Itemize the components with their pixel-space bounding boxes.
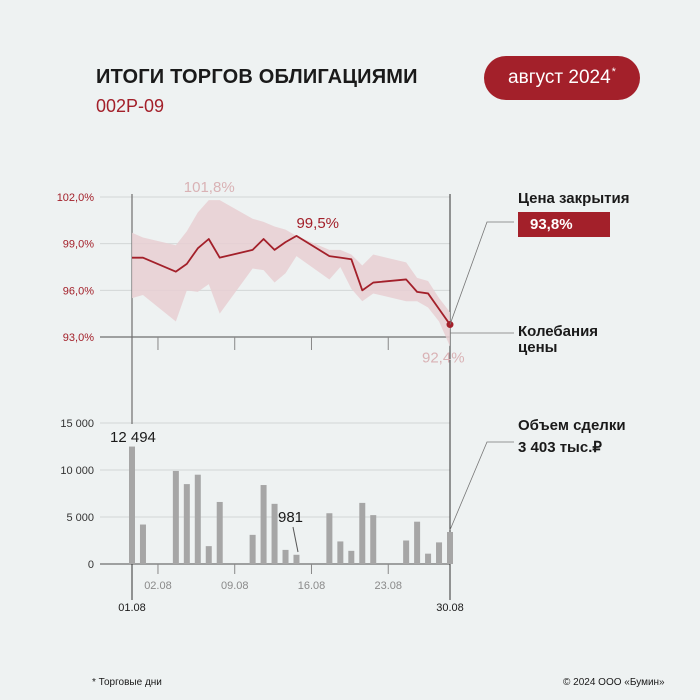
- page-subtitle: 002Р-09: [96, 96, 165, 116]
- volume-annotation-pointer: [292, 526, 299, 553]
- close-price-label: Цена закрытия: [518, 190, 630, 207]
- volume-bar: [139, 524, 146, 564]
- close-price-badge: 93,8%: [518, 212, 610, 237]
- price-tick-label: 96,0%: [63, 285, 94, 297]
- volume-bar: [249, 534, 256, 564]
- volume-bar: [436, 542, 443, 564]
- x-end-label: 30.08: [436, 602, 464, 614]
- volume-bar: [271, 503, 278, 564]
- period-badge: август 2024 *: [484, 56, 640, 100]
- volume-bar: [414, 521, 421, 564]
- page-title: ИТОГИ ТОРГОВ ОБЛИГАЦИЯМИ: [96, 66, 418, 88]
- volume-bar: [194, 474, 201, 564]
- volume-tick-label: 0: [88, 559, 94, 571]
- volume-value: 3 403 тыс.₽: [518, 439, 602, 456]
- volume-bar: [447, 532, 453, 564]
- volume-bar: [216, 501, 223, 564]
- volume-tick-label: 5 000: [66, 512, 94, 524]
- volatility-label-line2: цены: [518, 339, 558, 356]
- volume-bar: [172, 470, 179, 564]
- x-tick-label: 02.08: [144, 580, 172, 592]
- volume-leader: [449, 441, 514, 531]
- x-start-label: 01.08: [118, 602, 146, 614]
- volume-annotation: 12 494: [110, 429, 156, 446]
- close-price-leader: [449, 221, 514, 325]
- volume-annotation: 981: [278, 509, 303, 526]
- price-annotation: 92,4%: [422, 349, 465, 366]
- volume-bar: [337, 541, 344, 564]
- volume-bar: [359, 502, 366, 564]
- period-badge-mark: *: [611, 66, 616, 78]
- volume-bar: [205, 546, 212, 564]
- volume-bar: [370, 515, 377, 564]
- volume-tick-label: 15 000: [60, 418, 94, 430]
- volume-bar: [326, 513, 333, 564]
- volume-bar: [348, 550, 355, 564]
- volume-bar: [293, 554, 300, 564]
- price-tick-label: 93,0%: [63, 332, 94, 344]
- x-tick-label: 23.08: [374, 580, 402, 592]
- x-tick-label: 09.08: [221, 580, 249, 592]
- volume-bar: [129, 446, 135, 564]
- price-annotation: 99,5%: [296, 215, 339, 232]
- volatility-label-line1: Колебания: [518, 323, 599, 340]
- period-badge-text: август 2024: [508, 67, 611, 88]
- volume-bar: [425, 553, 432, 564]
- x-tick-label: 16.08: [298, 580, 326, 592]
- volume-tick-label: 10 000: [60, 465, 94, 477]
- close-price-line: [132, 234, 451, 326]
- volume-label: Объем сделки: [518, 417, 626, 434]
- price-tick-label: 99,0%: [63, 239, 94, 251]
- volume-bar: [403, 540, 410, 564]
- price-annotation: 101,8%: [184, 179, 235, 196]
- volume-bar: [260, 485, 267, 564]
- footnote: * Торговые дни: [92, 677, 162, 688]
- copyright: © 2024 ООО «Бумин»: [563, 677, 665, 688]
- price-tick-label: 102,0%: [57, 192, 95, 204]
- price-range-band: [132, 200, 450, 347]
- volume-bar: [183, 484, 190, 564]
- volume-bar: [282, 549, 289, 564]
